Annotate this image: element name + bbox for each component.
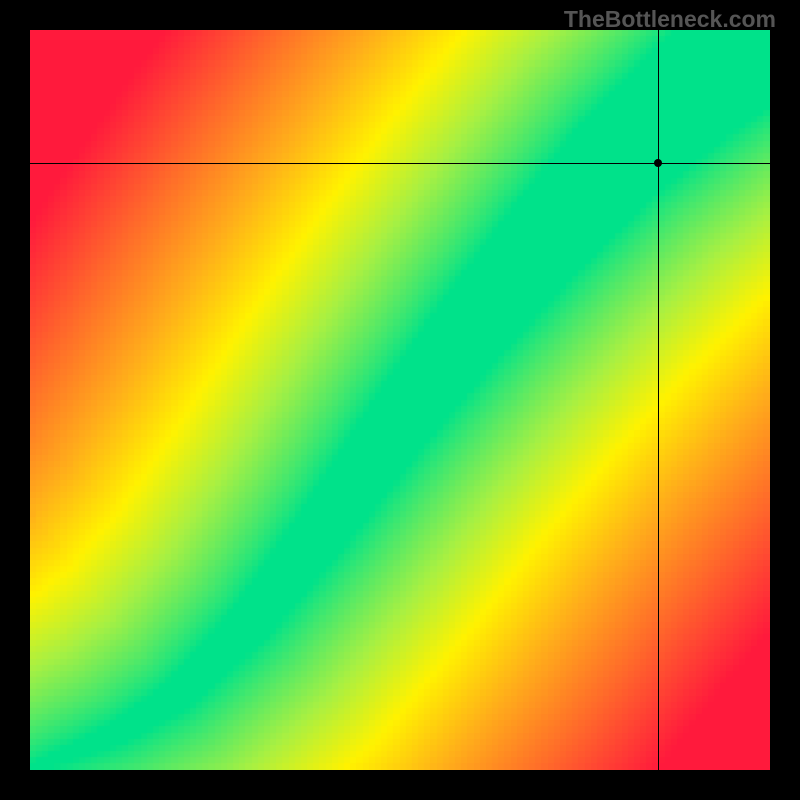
marker-dot — [654, 159, 662, 167]
plot-area — [30, 30, 770, 770]
crosshair-vertical — [658, 30, 659, 770]
bottleneck-heatmap — [30, 30, 770, 770]
chart-container: TheBottleneck.com — [0, 0, 800, 800]
watermark-text: TheBottleneck.com — [564, 6, 776, 33]
